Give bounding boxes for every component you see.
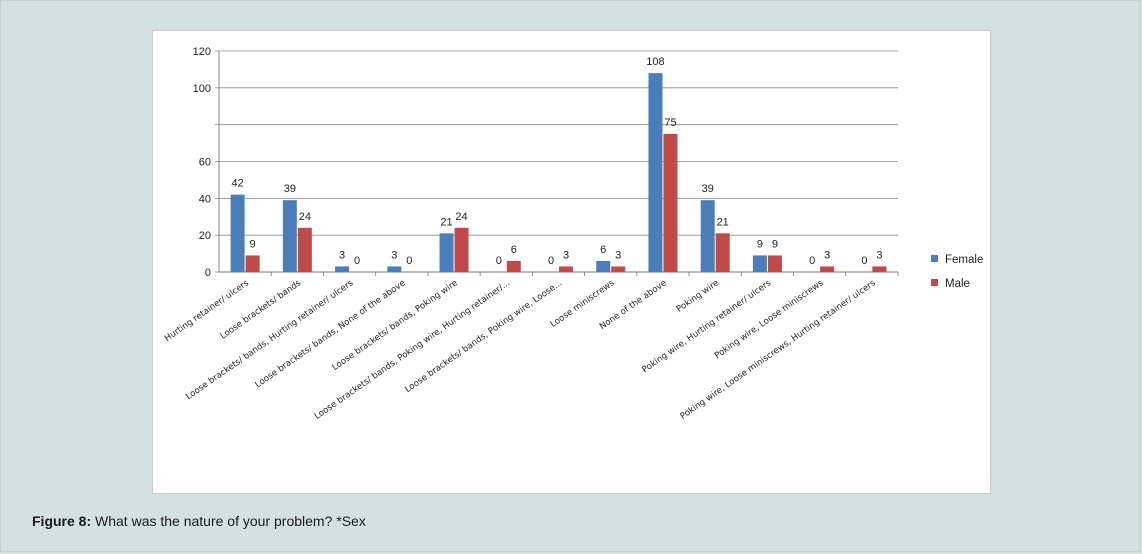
- bar-male: [611, 266, 626, 272]
- bar-male: [767, 255, 782, 272]
- data-label-female: 0: [496, 255, 502, 267]
- bar-female: [700, 200, 715, 272]
- x-category-label: Poking wire, Loose miniscrews, Hurting r…: [679, 278, 878, 422]
- bar-male: [820, 266, 835, 272]
- bar-female: [335, 266, 350, 272]
- bar-male: [715, 233, 730, 272]
- data-label-female: 0: [548, 255, 554, 267]
- figure-label: Figure 8:: [32, 513, 92, 529]
- data-label-male: 3: [824, 249, 830, 261]
- bar-male: [663, 133, 678, 272]
- x-category-label: Poking wire, Loose miniscrews: [713, 278, 826, 361]
- data-label-female: 3: [339, 249, 345, 261]
- bar-female: [752, 255, 767, 272]
- data-label-male: 75: [664, 117, 676, 129]
- y-tick-label: 40: [199, 193, 211, 205]
- legend-label-male: Male: [945, 278, 970, 290]
- legend-swatch-female: [931, 255, 938, 262]
- bar-male: [506, 260, 521, 272]
- data-label-female: 39: [702, 183, 714, 195]
- x-category-label: Loose brackets/ bands, Poking wire, Hurt…: [313, 278, 512, 422]
- data-label-male: 21: [717, 216, 729, 228]
- bar-male: [245, 255, 260, 272]
- data-label-female: 0: [809, 255, 815, 267]
- chart-panel: 0 20 40 60 100 120 42 9 Hurting retainer/ ulcers…: [152, 30, 991, 494]
- data-label-male: 9: [772, 238, 778, 250]
- data-label-male: 3: [563, 249, 569, 261]
- legend-label-female: Female: [945, 254, 983, 266]
- data-label-female: 21: [440, 216, 452, 228]
- bar-male: [454, 227, 469, 272]
- y-tick-label: 120: [193, 46, 211, 58]
- data-label-male: 24: [455, 211, 467, 223]
- data-label-male: 0: [354, 255, 360, 267]
- bar-female: [596, 260, 611, 272]
- data-label-female: 108: [646, 56, 664, 68]
- data-label-male: 9: [250, 238, 256, 250]
- data-label-female: 9: [757, 238, 763, 250]
- bar-female: [648, 73, 663, 272]
- data-label-male: 0: [406, 255, 412, 267]
- bar-female: [439, 233, 454, 272]
- data-label-male: 24: [299, 211, 311, 223]
- figure-caption-text: What was the nature of your problem? *Se…: [91, 513, 366, 529]
- data-label-male: 6: [511, 244, 517, 256]
- bar-male: [559, 266, 573, 272]
- bar-male: [297, 227, 312, 272]
- data-label-female: 6: [600, 244, 606, 256]
- data-label-male: 3: [615, 249, 621, 261]
- data-label-female: 39: [284, 183, 296, 195]
- data-label-female: 3: [391, 249, 397, 261]
- data-label-female: 42: [231, 178, 243, 190]
- x-category-label: Poking wire: [675, 278, 721, 314]
- bar-female: [230, 194, 245, 272]
- data-label-male: 3: [876, 249, 882, 261]
- figure-caption: Figure 8: What was the nature of your pr…: [32, 513, 366, 529]
- bar-female: [387, 266, 402, 272]
- bar-female: [282, 200, 297, 272]
- y-tick-label: 0: [205, 267, 211, 279]
- y-tick-label: 20: [199, 230, 211, 242]
- legend-swatch-male: [931, 279, 938, 286]
- data-label-female: 0: [861, 255, 867, 267]
- y-tick-label: 100: [193, 83, 211, 95]
- y-tick-label: 60: [199, 157, 211, 169]
- x-category-label: Hurting retainer/ ulcers: [163, 278, 251, 344]
- bar-male: [872, 266, 887, 272]
